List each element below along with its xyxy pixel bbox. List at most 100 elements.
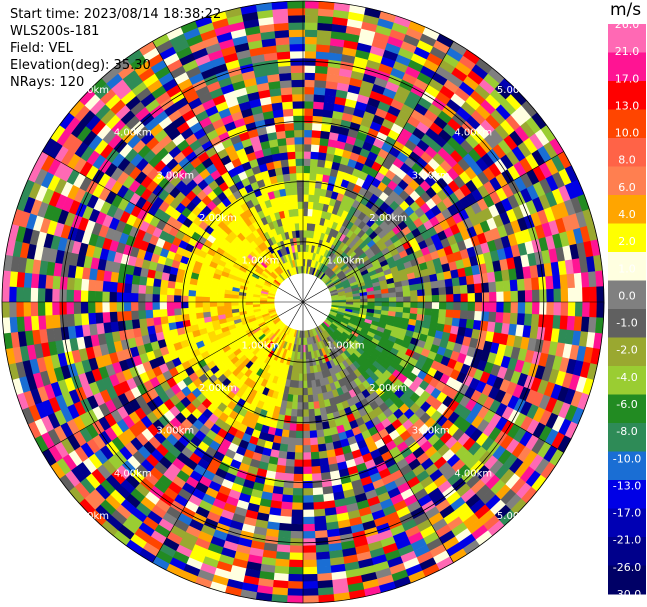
range-gate <box>292 108 305 116</box>
range-gate <box>532 289 540 304</box>
range-gate <box>335 239 343 249</box>
range-gate <box>447 73 465 89</box>
range-gate <box>195 306 204 314</box>
range-gate <box>37 286 46 302</box>
range-gate <box>319 137 330 147</box>
range-gate <box>517 302 526 316</box>
range-gate <box>318 152 328 161</box>
range-gate <box>59 287 67 302</box>
range-gate <box>432 72 450 87</box>
range-gate <box>414 103 430 117</box>
range-gate <box>531 277 540 292</box>
range-gate <box>288 158 297 167</box>
range-gate <box>303 258 306 267</box>
range-gate <box>312 122 323 132</box>
range-gate <box>292 93 305 102</box>
range-gate <box>487 67 507 85</box>
range-gate <box>342 149 353 160</box>
range-gate <box>309 172 318 181</box>
range-gate <box>345 229 355 239</box>
range-gate <box>310 267 315 275</box>
range-gate <box>310 259 315 268</box>
range-gate <box>340 119 353 130</box>
range-gate <box>340 156 351 166</box>
range-gate <box>413 78 431 92</box>
range-gate <box>284 122 296 131</box>
range-gate <box>289 43 305 52</box>
range-gate <box>389 29 408 42</box>
range-gate <box>469 90 487 107</box>
range-ring-label: 3.00km <box>156 426 194 437</box>
range-gate <box>393 15 413 29</box>
range-gate <box>489 302 497 314</box>
range-gate <box>303 108 315 116</box>
range-gate <box>467 69 486 86</box>
range-gate <box>303 158 312 167</box>
range-gate <box>502 280 511 293</box>
range-gate <box>449 41 469 57</box>
range-gate <box>403 34 422 48</box>
range-gate <box>312 209 319 218</box>
range-gate <box>405 66 422 80</box>
range-gate <box>510 302 519 315</box>
range-gate <box>316 231 323 240</box>
range-gate <box>545 275 554 291</box>
range-gate <box>378 63 395 76</box>
range-gate <box>306 258 311 267</box>
range-gate <box>303 265 306 274</box>
range-gate <box>303 144 313 152</box>
range-ring-label: 4.00km <box>454 468 492 479</box>
range-gate <box>445 286 454 296</box>
range-ring-label: 1.00km <box>327 255 365 266</box>
range-gate <box>45 313 54 329</box>
range-gate <box>376 70 392 82</box>
range-gate <box>575 287 583 304</box>
range-gate <box>326 259 333 268</box>
range-gate <box>327 269 334 277</box>
range-gate <box>94 289 103 302</box>
range-gate <box>349 232 358 242</box>
range-gate <box>288 545 303 554</box>
range-gate <box>363 235 373 245</box>
range-gate <box>495 281 504 294</box>
range-gate <box>310 465 321 475</box>
range-gate <box>367 127 381 139</box>
range-gate <box>314 544 330 553</box>
range-gate <box>344 32 362 43</box>
range-gate <box>483 73 502 91</box>
range-gate <box>321 273 328 281</box>
range-gate <box>331 221 339 231</box>
range-gate <box>303 79 317 88</box>
range-gate <box>553 302 562 318</box>
range-gate <box>436 33 456 49</box>
range-gate <box>181 307 189 315</box>
range-gate <box>286 566 303 575</box>
range-gate <box>335 231 343 241</box>
range-gate <box>301 502 314 511</box>
range-gate <box>510 290 519 304</box>
range-gate <box>329 236 337 245</box>
range-gate <box>1 299 10 318</box>
range-gate <box>375 24 394 37</box>
range-gate <box>463 49 482 66</box>
range-gate <box>317 22 335 32</box>
range-gate <box>455 61 474 77</box>
range-gate <box>87 300 96 314</box>
range-gate <box>307 215 313 224</box>
range-gate <box>385 80 401 94</box>
range-gate <box>288 538 303 546</box>
range-gate <box>301 488 314 496</box>
range-gate <box>382 49 400 62</box>
range-gate <box>458 81 476 98</box>
range-gate <box>465 95 482 112</box>
range-gate <box>301 566 318 575</box>
range-gate <box>330 38 347 48</box>
range-gate <box>316 166 326 175</box>
range-gate <box>427 103 444 118</box>
range-gate <box>496 291 504 304</box>
range-gate <box>353 217 363 227</box>
range-gate <box>480 99 498 116</box>
range-gate <box>301 581 318 589</box>
range-ring-label: 5.00km <box>71 511 109 522</box>
range-gate <box>316 246 322 255</box>
